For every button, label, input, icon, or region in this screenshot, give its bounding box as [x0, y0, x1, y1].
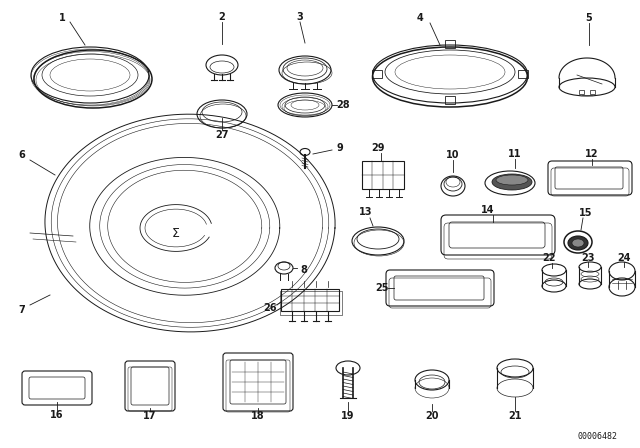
Text: 19: 19	[341, 411, 355, 421]
Text: 18: 18	[251, 411, 265, 421]
Text: $\Sigma$: $\Sigma$	[172, 227, 180, 240]
Ellipse shape	[568, 236, 588, 250]
Ellipse shape	[572, 239, 584, 247]
Bar	[590, 90, 595, 94]
Text: 10: 10	[446, 150, 460, 160]
Bar	[579, 90, 584, 94]
Text: 21: 21	[508, 411, 522, 421]
Bar	[445, 40, 455, 48]
Text: 8: 8	[301, 265, 307, 275]
Text: 4: 4	[417, 13, 424, 23]
Text: 12: 12	[585, 149, 599, 159]
Bar	[445, 96, 455, 104]
Bar	[518, 70, 528, 78]
Text: 17: 17	[143, 411, 157, 421]
Text: 11: 11	[508, 149, 522, 159]
Text: 24: 24	[617, 253, 631, 263]
Bar	[372, 70, 382, 78]
Text: 15: 15	[579, 208, 593, 218]
Text: 7: 7	[19, 305, 26, 315]
Text: 3: 3	[296, 12, 303, 22]
Text: 25: 25	[375, 283, 388, 293]
Text: 29: 29	[371, 143, 385, 153]
Bar	[280, 291, 342, 315]
Bar	[362, 161, 404, 189]
Text: 28: 28	[336, 100, 350, 110]
Text: 14: 14	[481, 205, 495, 215]
Text: 27: 27	[215, 130, 228, 140]
Text: 1: 1	[59, 13, 65, 23]
Text: 00006482: 00006482	[578, 431, 618, 440]
Ellipse shape	[496, 175, 528, 185]
Text: 22: 22	[542, 253, 556, 263]
Text: 23: 23	[581, 253, 595, 263]
Text: 2: 2	[219, 12, 225, 22]
Text: 9: 9	[337, 143, 344, 153]
Text: 13: 13	[359, 207, 372, 217]
Text: 5: 5	[586, 13, 593, 23]
Text: 26: 26	[263, 303, 276, 313]
Text: 6: 6	[19, 150, 26, 160]
Text: 16: 16	[51, 410, 64, 420]
Bar	[281, 289, 339, 311]
Ellipse shape	[492, 174, 532, 190]
Text: 20: 20	[425, 411, 439, 421]
